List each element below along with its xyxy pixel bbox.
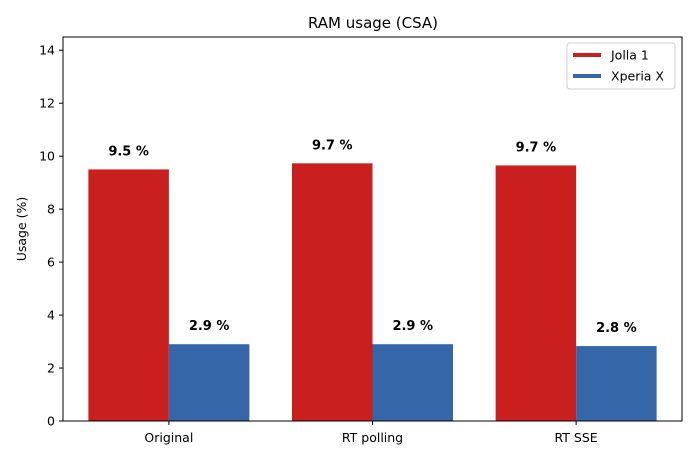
- y-tick-label: 14: [39, 43, 55, 58]
- bar: [168, 344, 250, 421]
- x-tick-label: Original: [144, 430, 193, 445]
- bar-value-label: 9.7 %: [516, 140, 557, 155]
- bar-value-label: 9.7 %: [312, 138, 353, 153]
- bar: [372, 344, 453, 421]
- y-tick-label: 0: [47, 414, 55, 429]
- y-tick-label: 6: [47, 255, 55, 270]
- legend-label: Xperia X: [611, 69, 664, 84]
- bar-value-label: 2.8 %: [596, 321, 637, 336]
- x-tick-label: RT SSE: [555, 430, 598, 445]
- x-tick-label: RT polling: [342, 430, 403, 445]
- chart-title: RAM usage (CSA): [308, 14, 438, 32]
- bar-value-label: 2.9 %: [189, 319, 230, 334]
- legend: Jolla 1 Xperia X: [566, 42, 676, 90]
- y-tick-label: 2: [47, 361, 55, 376]
- bar: [292, 163, 373, 421]
- y-tick-label: 12: [39, 96, 55, 111]
- y-tick-label: 4: [47, 308, 55, 323]
- bar-value-label: 2.9 %: [392, 319, 433, 334]
- bar-value-label: 9.5 %: [108, 144, 149, 159]
- y-axis-label: Usage (%): [14, 197, 29, 262]
- plot-frame: [62, 36, 683, 422]
- bar: [495, 165, 577, 421]
- bar: [88, 169, 169, 421]
- y-tick-label: 10: [39, 149, 55, 164]
- bar: [576, 346, 657, 421]
- legend-label: Jolla 1: [610, 48, 649, 63]
- y-tick-label: 8: [47, 202, 55, 217]
